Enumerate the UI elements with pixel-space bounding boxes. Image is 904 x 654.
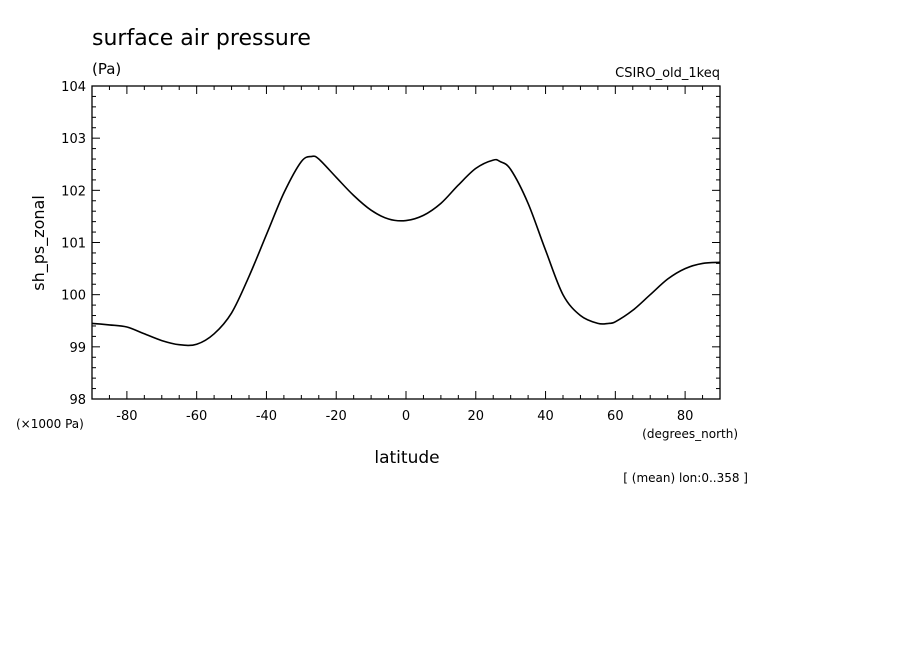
y-tick-label: 103 bbox=[61, 132, 86, 147]
x-tick-label: 80 bbox=[677, 409, 694, 424]
y-tick-labels: 98 99 100 101 102 103 104 bbox=[61, 80, 86, 408]
plot-frame bbox=[91, 85, 721, 400]
x-tick-label: -20 bbox=[326, 409, 347, 424]
x-tick-label: 20 bbox=[468, 409, 485, 424]
model-label: CSIRO_old_1keq bbox=[615, 66, 720, 81]
x-axis-label: latitude bbox=[374, 448, 439, 468]
series-line bbox=[91, 155, 721, 347]
y-tick-label: 104 bbox=[61, 80, 86, 95]
x-tick-label: -60 bbox=[186, 409, 207, 424]
y-scale-label: (×1000 Pa) bbox=[16, 417, 84, 431]
x-tick-label: 40 bbox=[537, 409, 554, 424]
x-units-label: (degrees_north) bbox=[642, 427, 738, 441]
x-tick-labels: -80 -60 -40 -20 0 20 40 60 80 bbox=[116, 409, 693, 424]
y-axis-label: sh_ps_zonal bbox=[29, 195, 49, 291]
y-tick-label: 98 bbox=[69, 393, 86, 408]
units-label: (Pa) bbox=[92, 60, 121, 78]
footnote: [ (mean) lon:0..358 ] bbox=[623, 471, 748, 485]
y-tick-label: 102 bbox=[61, 184, 86, 199]
y-tick-label: 101 bbox=[61, 237, 86, 252]
chart-title: surface air pressure bbox=[92, 26, 311, 51]
axis-ticks bbox=[91, 85, 721, 400]
x-tick-label: -80 bbox=[116, 409, 137, 424]
x-tick-label: 60 bbox=[607, 409, 624, 424]
x-tick-label: -40 bbox=[256, 409, 277, 424]
y-tick-label: 100 bbox=[61, 289, 86, 304]
x-tick-label: 0 bbox=[402, 409, 410, 424]
y-tick-label: 99 bbox=[69, 341, 86, 356]
